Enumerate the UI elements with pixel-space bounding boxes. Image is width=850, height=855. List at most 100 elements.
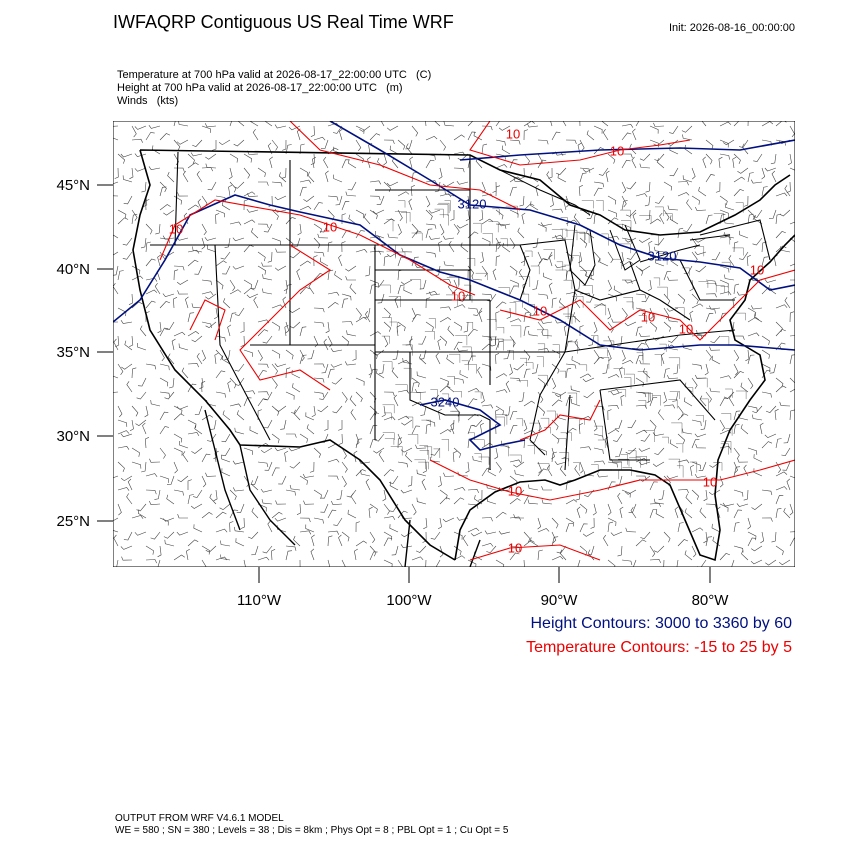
wind-barb (719, 139, 729, 148)
wind-barb (204, 123, 217, 128)
wind-barb (397, 284, 405, 295)
wind-barb (529, 307, 539, 316)
wind-barb (625, 447, 637, 455)
wind-barb (215, 279, 224, 290)
county-line (482, 233, 493, 244)
wind-barb (227, 324, 232, 337)
county-line (615, 389, 626, 398)
wind-barb (733, 153, 741, 165)
wind-barb (523, 129, 529, 141)
wind-barb (327, 368, 335, 379)
wind-barb (123, 531, 133, 541)
wind-barb (775, 377, 784, 388)
wind-barb (229, 403, 242, 408)
wind-barb (369, 551, 378, 561)
wind-barb (416, 497, 427, 505)
wind-barb (669, 439, 679, 449)
county-line (694, 246, 704, 257)
county-line (628, 450, 637, 460)
wind-barb (178, 121, 189, 127)
wind-barb (705, 391, 712, 403)
wind-barb (397, 415, 410, 421)
wind-barb (148, 125, 161, 129)
wind-barb (173, 297, 178, 309)
wind-barb (575, 489, 581, 501)
wind-barb (667, 205, 679, 211)
county-line (505, 205, 518, 215)
wind-barb (397, 510, 408, 519)
wind-barb (214, 352, 219, 365)
wind-barb (632, 212, 637, 225)
wind-barb (472, 455, 483, 463)
wind-barb (285, 550, 293, 561)
wind-barb (523, 540, 535, 547)
lon-label: 90°W (541, 592, 579, 609)
wind-barb (221, 433, 231, 443)
county-line (461, 360, 469, 371)
county-line (398, 200, 406, 208)
wind-barb (192, 246, 203, 253)
temperature-contours (159, 121, 795, 561)
wind-barb (243, 153, 253, 163)
wind-barb (450, 210, 455, 221)
wind-barb (565, 251, 574, 262)
wind-barb (747, 316, 760, 323)
wind-barb (236, 410, 245, 421)
wind-barb (313, 377, 325, 383)
wind-barb (549, 195, 554, 208)
wind-barb (790, 279, 795, 281)
wind-barb (327, 535, 333, 547)
wind-barb (789, 537, 795, 547)
wind-barb (607, 409, 612, 421)
wind-barb (705, 503, 717, 509)
county-line (500, 238, 508, 247)
wind-barb (243, 167, 251, 179)
wind-barb (349, 395, 357, 407)
wind-barb (411, 401, 424, 407)
county-line (411, 232, 423, 241)
wind-barb (519, 195, 525, 207)
county-line (467, 258, 476, 267)
wind-barb (645, 209, 651, 221)
wind-barb (383, 537, 393, 547)
wind-barb (495, 164, 508, 169)
wind-barb (173, 153, 179, 166)
wind-barb (209, 493, 217, 505)
wind-barb (313, 391, 325, 398)
county-line (662, 436, 669, 444)
wind-barb (655, 258, 665, 267)
wind-barb (235, 307, 245, 316)
wind-barb (747, 377, 754, 389)
wind-barb (131, 213, 138, 225)
wind-barb (425, 251, 437, 258)
wind-barb (186, 548, 190, 561)
wind-barb (752, 237, 763, 246)
wind-barb (117, 461, 125, 473)
wind-barb (705, 139, 714, 150)
wind-barb (246, 208, 259, 213)
wind-barb (663, 181, 673, 191)
wind-barb (271, 363, 278, 375)
wind-barb (732, 156, 737, 169)
county-line (652, 395, 661, 406)
wind-barb (123, 195, 133, 205)
wind-barb (736, 503, 749, 507)
wind-barb (587, 545, 595, 556)
wind-barb (411, 503, 417, 516)
wind-barb (285, 349, 294, 360)
wind-barb (369, 531, 376, 543)
wind-barb (131, 515, 144, 519)
wind-barb (719, 503, 729, 512)
wind-barb (213, 307, 218, 320)
county-line (560, 228, 568, 238)
wind-barb (789, 388, 795, 393)
wind-barb (143, 195, 148, 207)
county-line (668, 458, 680, 469)
county-line (735, 202, 744, 213)
wind-barb (327, 475, 339, 480)
wind-barb (684, 550, 693, 561)
wind-barb (527, 499, 539, 505)
temperature-contour-label: 10 (610, 143, 624, 158)
wind-barb (131, 367, 137, 379)
wind-barb (465, 209, 470, 222)
